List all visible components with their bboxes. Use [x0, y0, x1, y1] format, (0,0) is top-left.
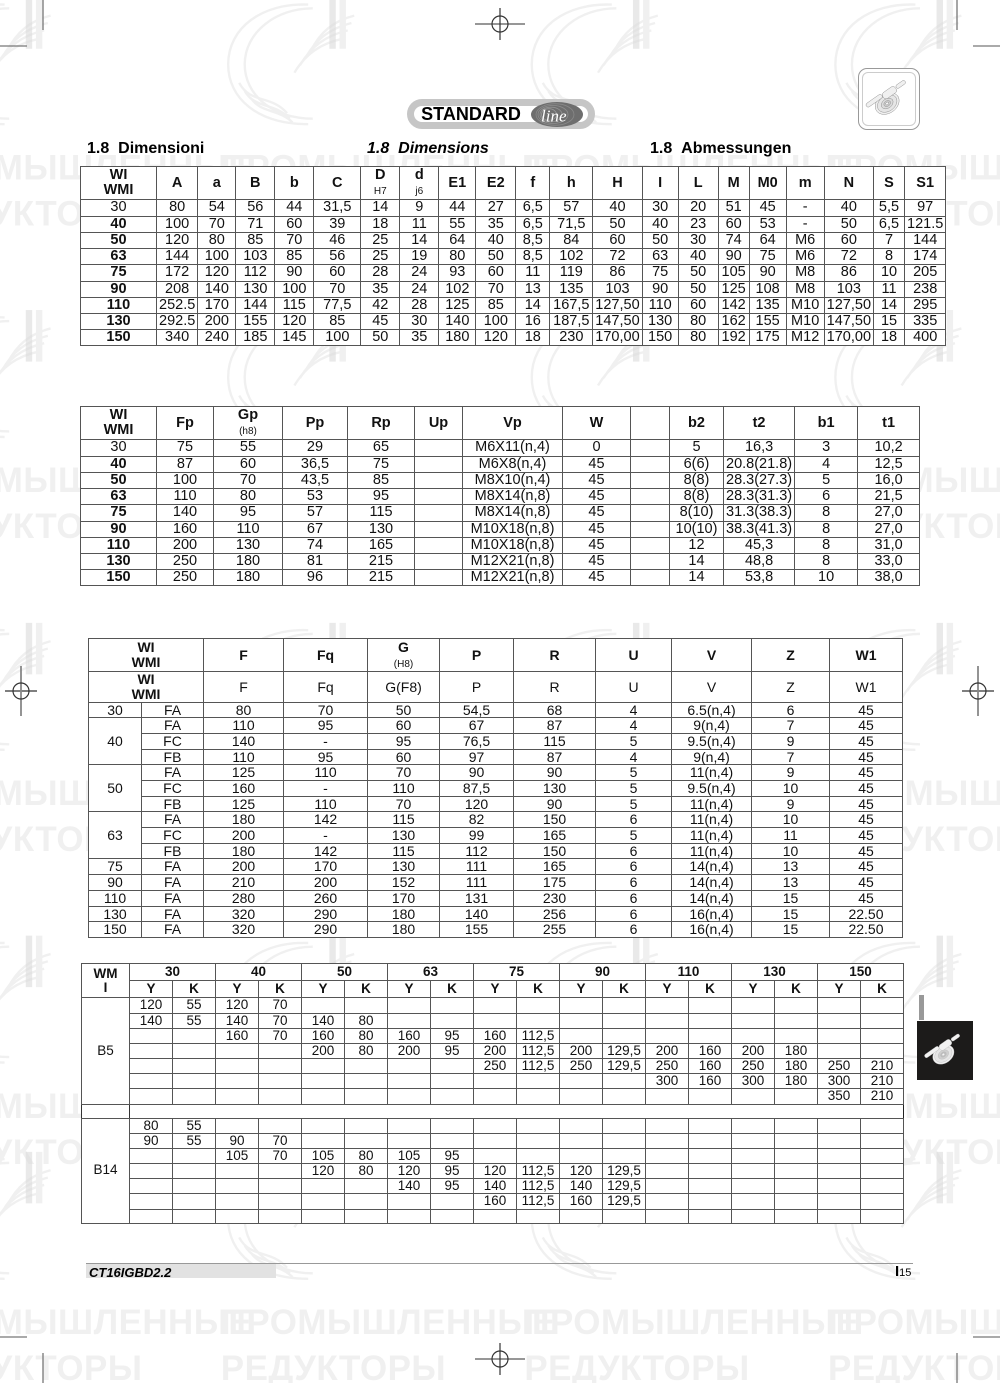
svg-text:line: line	[541, 107, 567, 126]
